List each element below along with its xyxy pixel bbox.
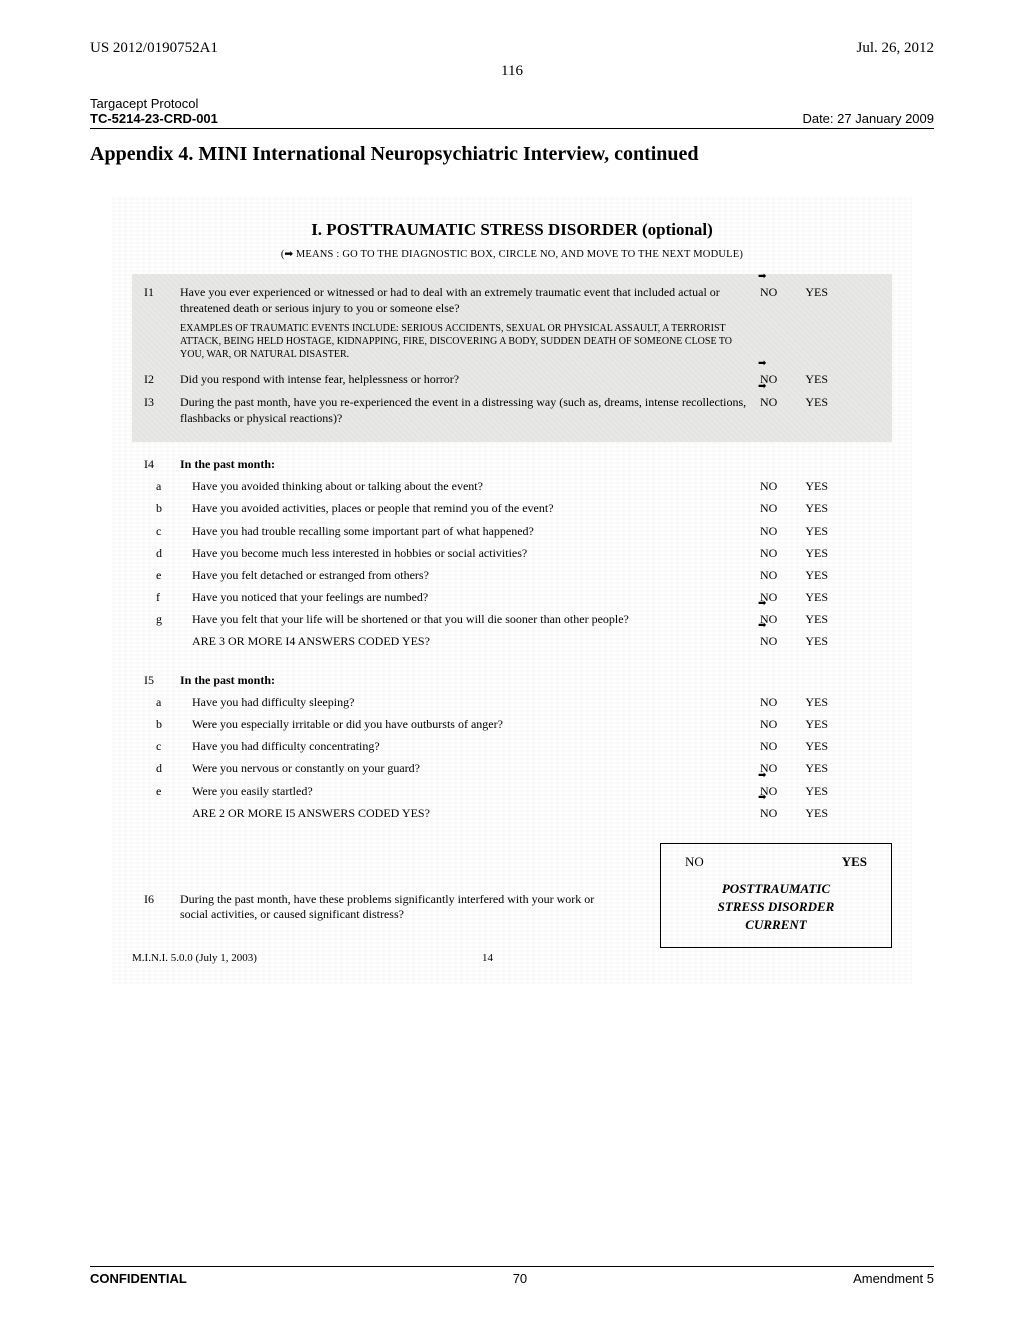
- publication-date: Jul. 26, 2012: [856, 40, 934, 57]
- means-line: (➡ MEANS : GO TO THE DIAGNOSTIC BOX, CIR…: [132, 248, 892, 260]
- diag-yes: YES: [842, 854, 867, 870]
- answer-no: NO: [760, 394, 777, 410]
- section-title: I. POSTTRAUMATIC STRESS DISORDER (option…: [132, 220, 892, 240]
- q-num: I3: [144, 394, 180, 410]
- q-text: Have you felt that your life will be sho…: [192, 611, 760, 627]
- q-num: I1: [144, 284, 180, 300]
- diag-line: STRESS DISORDER: [671, 898, 881, 916]
- q-examples: EXAMPLES OF TRAUMATIC EVENTS INCLUDE: SE…: [180, 322, 750, 361]
- q-text: Have you had difficulty sleeping?: [192, 694, 760, 710]
- q-text: Were you nervous or constantly on your g…: [192, 760, 760, 776]
- scanned-questionnaire: I. POSTTRAUMATIC STRESS DISORDER (option…: [112, 196, 912, 984]
- answer-no: NO: [760, 284, 777, 300]
- q-heading: In the past month:: [180, 672, 760, 688]
- q-num: I2: [144, 371, 180, 387]
- q-text: Were you easily startled?: [192, 783, 760, 799]
- q-text: Have you felt detached or estranged from…: [192, 567, 760, 583]
- q-text: Did you respond with intense fear, helpl…: [180, 371, 760, 387]
- coded-question: ARE 3 OR MORE I4 ANSWERS CODED YES?: [192, 633, 760, 649]
- diagnostic-box: NO YES POSTTRAUMATIC STRESS DISORDER CUR…: [660, 843, 892, 948]
- mini-version: M.I.N.I. 5.0.0 (July 1, 2003): [132, 952, 482, 964]
- q-text: During the past month, have you re-exper…: [180, 394, 760, 426]
- q-text: Have you noticed that your feelings are …: [192, 589, 760, 605]
- diag-line: CURRENT: [671, 916, 881, 934]
- q-text: Have you become much less interested in …: [192, 545, 760, 561]
- diag-no: NO: [685, 854, 704, 870]
- q-heading: In the past month:: [180, 456, 760, 472]
- answer-yes: YES: [805, 394, 828, 410]
- q-text: Have you had difficulty concentrating?: [192, 738, 760, 754]
- footer-confidential: CONFIDENTIAL: [90, 1271, 187, 1286]
- protocol-line-1: Targacept Protocol: [90, 96, 218, 111]
- answer-yes: YES: [805, 371, 828, 387]
- answer-yes: YES: [805, 284, 828, 300]
- footer-amendment: Amendment 5: [853, 1271, 934, 1286]
- q-num: I5: [144, 672, 180, 688]
- shaded-block: I1 Have you ever experienced or witnesse…: [132, 274, 892, 442]
- q-text: Have you avoided thinking about or talki…: [192, 478, 760, 494]
- page-counter: 116: [90, 63, 934, 80]
- q-text: During the past month, have these proble…: [180, 892, 620, 922]
- footer-page: 70: [513, 1271, 527, 1286]
- publication-number: US 2012/0190752A1: [90, 40, 218, 57]
- coded-question: ARE 2 OR MORE I5 ANSWERS CODED YES?: [192, 805, 760, 821]
- q-text: Have you avoided activities, places or p…: [192, 500, 760, 516]
- q-text: Were you especially irritable or did you…: [192, 716, 760, 732]
- q-num: I4: [144, 456, 180, 472]
- appendix-title: Appendix 4. MINI International Neuropsyc…: [90, 143, 934, 166]
- protocol-date: Date: 27 January 2009: [802, 111, 934, 126]
- mini-page: 14: [482, 952, 542, 964]
- q-num: I6: [144, 892, 180, 907]
- diag-line: POSTTRAUMATIC: [671, 880, 881, 898]
- protocol-line-2: TC-5214-23-CRD-001: [90, 111, 218, 126]
- q-text: Have you had trouble recalling some impo…: [192, 523, 760, 539]
- q-text: Have you ever experienced or witnessed o…: [180, 284, 750, 316]
